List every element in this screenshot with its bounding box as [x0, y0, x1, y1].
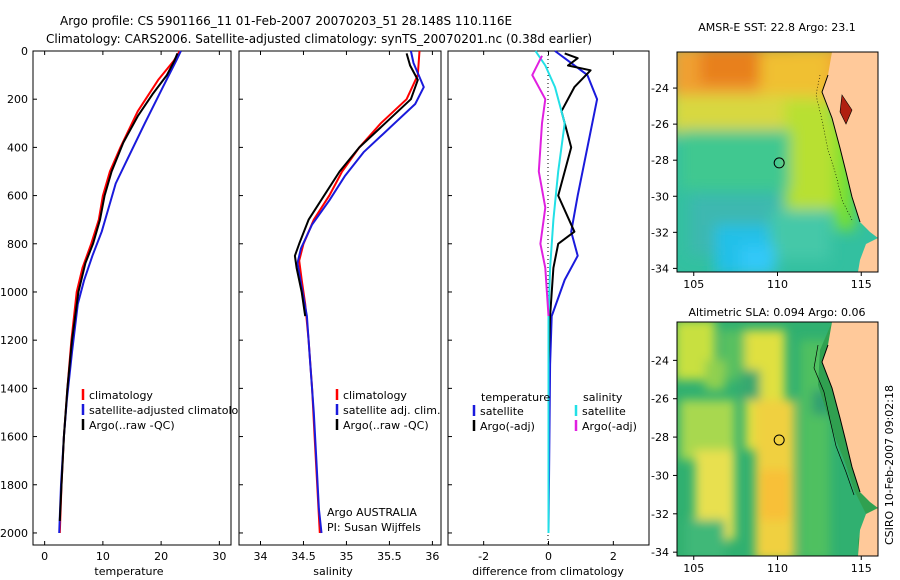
map-ytick-label: -32 — [651, 226, 669, 239]
side-timestamp-label: CSIRO 10-Feb-2007 09:02:18 — [883, 385, 896, 545]
sst-argo-location-marker — [773, 157, 785, 169]
header-title-line2: Climatology: CARS2006. Satellite-adjuste… — [46, 32, 592, 46]
difference-ticks: -2 0 2 — [448, 50, 617, 563]
map-ytick-label: -34 — [651, 546, 669, 559]
ytick-label: 1800 — [0, 479, 28, 492]
salinity-panel: 34 34.5 35 35.5 36 salinity climatology satel… — [238, 50, 442, 578]
ytick-label: 200 — [7, 93, 28, 106]
xtick-label: 35 — [339, 550, 353, 563]
map-xtick-label: 105 — [683, 562, 704, 575]
temperature-legend: climatology satellite-adjusted climatolog… — [81, 389, 252, 432]
map-ytick-label: -26 — [651, 393, 669, 406]
temperature-xlabel: temperature — [94, 565, 163, 578]
salinity-lines — [293, 50, 425, 534]
xtick-label: 2 — [610, 550, 617, 563]
xtick-label: 30 — [212, 550, 226, 563]
sla-map-title: Altimetric SLA: 0.094 Argo: 0.06 — [688, 306, 865, 319]
legend-header: temperature — [481, 391, 550, 404]
legend-entry: climatology — [343, 389, 407, 402]
series-line-blue — [547, 50, 599, 534]
series-line-black — [58, 53, 179, 521]
salinity-annotation-line2: PI: Susan Wijffels — [327, 521, 421, 534]
legend-entry: satellite — [480, 405, 524, 418]
sla-argo-location-marker — [773, 434, 785, 446]
sst-map-ticks: 105 110 115 -24 -26 -28 -30 -32 -34 — [651, 82, 872, 291]
difference-lines — [531, 50, 599, 534]
sla-map-ticks: 105 110 115 -24 -26 -28 -30 -32 -34 — [651, 354, 872, 575]
map-ytick-label: -24 — [651, 82, 669, 95]
salinity-annotation-line1: Argo AUSTRALIA — [327, 506, 417, 519]
ytick-label: 1200 — [0, 334, 28, 347]
sla-map-panel: Altimetric SLA: 0.094 Argo: 0.06 — [651, 306, 879, 575]
map-ytick-label: -24 — [651, 354, 669, 367]
series-line-black — [547, 52, 592, 485]
xtick-label: 35.5 — [377, 550, 402, 563]
ytick-label: 1400 — [0, 382, 28, 395]
map-xtick-label: 105 — [683, 278, 704, 291]
xtick-label: -2 — [478, 550, 489, 563]
header-title-line1: Argo profile: CS 5901166_11 01-Feb-2007 … — [60, 14, 512, 28]
ytick-label: 600 — [7, 190, 28, 203]
xtick-label: 36 — [425, 550, 439, 563]
ytick-label: 1600 — [0, 431, 28, 444]
ytick-label: 0 — [21, 45, 28, 58]
legend-entry: Argo(-adj) — [480, 420, 535, 433]
xtick-label: 0 — [41, 550, 48, 563]
map-xtick-label: 115 — [851, 278, 872, 291]
difference-panel: -2 0 2 difference from climatology tempera… — [447, 50, 650, 578]
legend-entry: Argo(..raw -QC) — [343, 419, 429, 432]
xtick-label: 34 — [253, 550, 267, 563]
salinity-xlabel: salinity — [313, 565, 353, 578]
map-ytick-label: -34 — [651, 262, 669, 275]
xtick-label: 10 — [96, 550, 110, 563]
xtick-label: 20 — [154, 550, 168, 563]
ytick-label: 2000 — [0, 527, 28, 540]
map-xtick-label: 110 — [767, 278, 788, 291]
sst-map-field — [677, 52, 878, 272]
map-ytick-label: -28 — [651, 154, 669, 167]
legend-entry: satellite — [582, 405, 626, 418]
series-line-blue — [296, 50, 425, 534]
salinity-ticks: 34 34.5 35 35.5 36 — [239, 50, 439, 563]
ytick-label: 1000 — [0, 286, 28, 299]
map-ytick-label: -26 — [651, 118, 669, 131]
map-ytick-label: -30 — [651, 469, 669, 482]
legend-header: salinity — [583, 391, 623, 404]
map-ytick-label: -30 — [651, 190, 669, 203]
difference-legend: temperature salinitysatelliteArgo(-adj)sa… — [472, 391, 637, 433]
difference-xlabel: difference from climatology — [472, 565, 624, 578]
legend-entry: Argo(..raw -QC) — [89, 419, 175, 432]
legend-entry: satellite-adjusted climatology — [89, 404, 252, 417]
series-line-cyan — [534, 50, 566, 533]
series-line-magenta — [531, 55, 550, 317]
salinity-axes-box — [238, 50, 442, 546]
sla-map-field — [677, 322, 878, 556]
temperature-axes-box — [32, 50, 232, 546]
xtick-label: 0 — [545, 550, 552, 563]
legend-entry: Argo(-adj) — [582, 420, 637, 433]
sst-map-panel: AMSR-E SST: 22.8 Argo: 23.1 — [651, 21, 879, 291]
xtick-label: 34.5 — [291, 550, 316, 563]
ytick-label: 400 — [7, 141, 28, 154]
map-ytick-label: -32 — [651, 508, 669, 521]
temperature-lines — [58, 50, 182, 534]
map-ytick-label: -28 — [651, 431, 669, 444]
salinity-legend: climatology satellite adj. clim. Argo(..ra… — [335, 389, 440, 432]
series-line-black — [293, 53, 419, 317]
temperature-panel: 0 10 20 30 0 200 400 600 800 1000 1200 1400 1600 1800… — [0, 45, 252, 578]
legend-entry: climatology — [89, 389, 153, 402]
map-xtick-label: 115 — [851, 562, 872, 575]
map-xtick-label: 110 — [767, 562, 788, 575]
sst-map-title: AMSR-E SST: 22.8 Argo: 23.1 — [698, 21, 856, 34]
ytick-label: 800 — [7, 238, 28, 251]
temperature-ticks: 0 10 20 30 0 200 400 600 800 1000 1200 1400 1600 1800… — [0, 45, 226, 563]
legend-entry: satellite adj. clim. — [343, 404, 440, 417]
